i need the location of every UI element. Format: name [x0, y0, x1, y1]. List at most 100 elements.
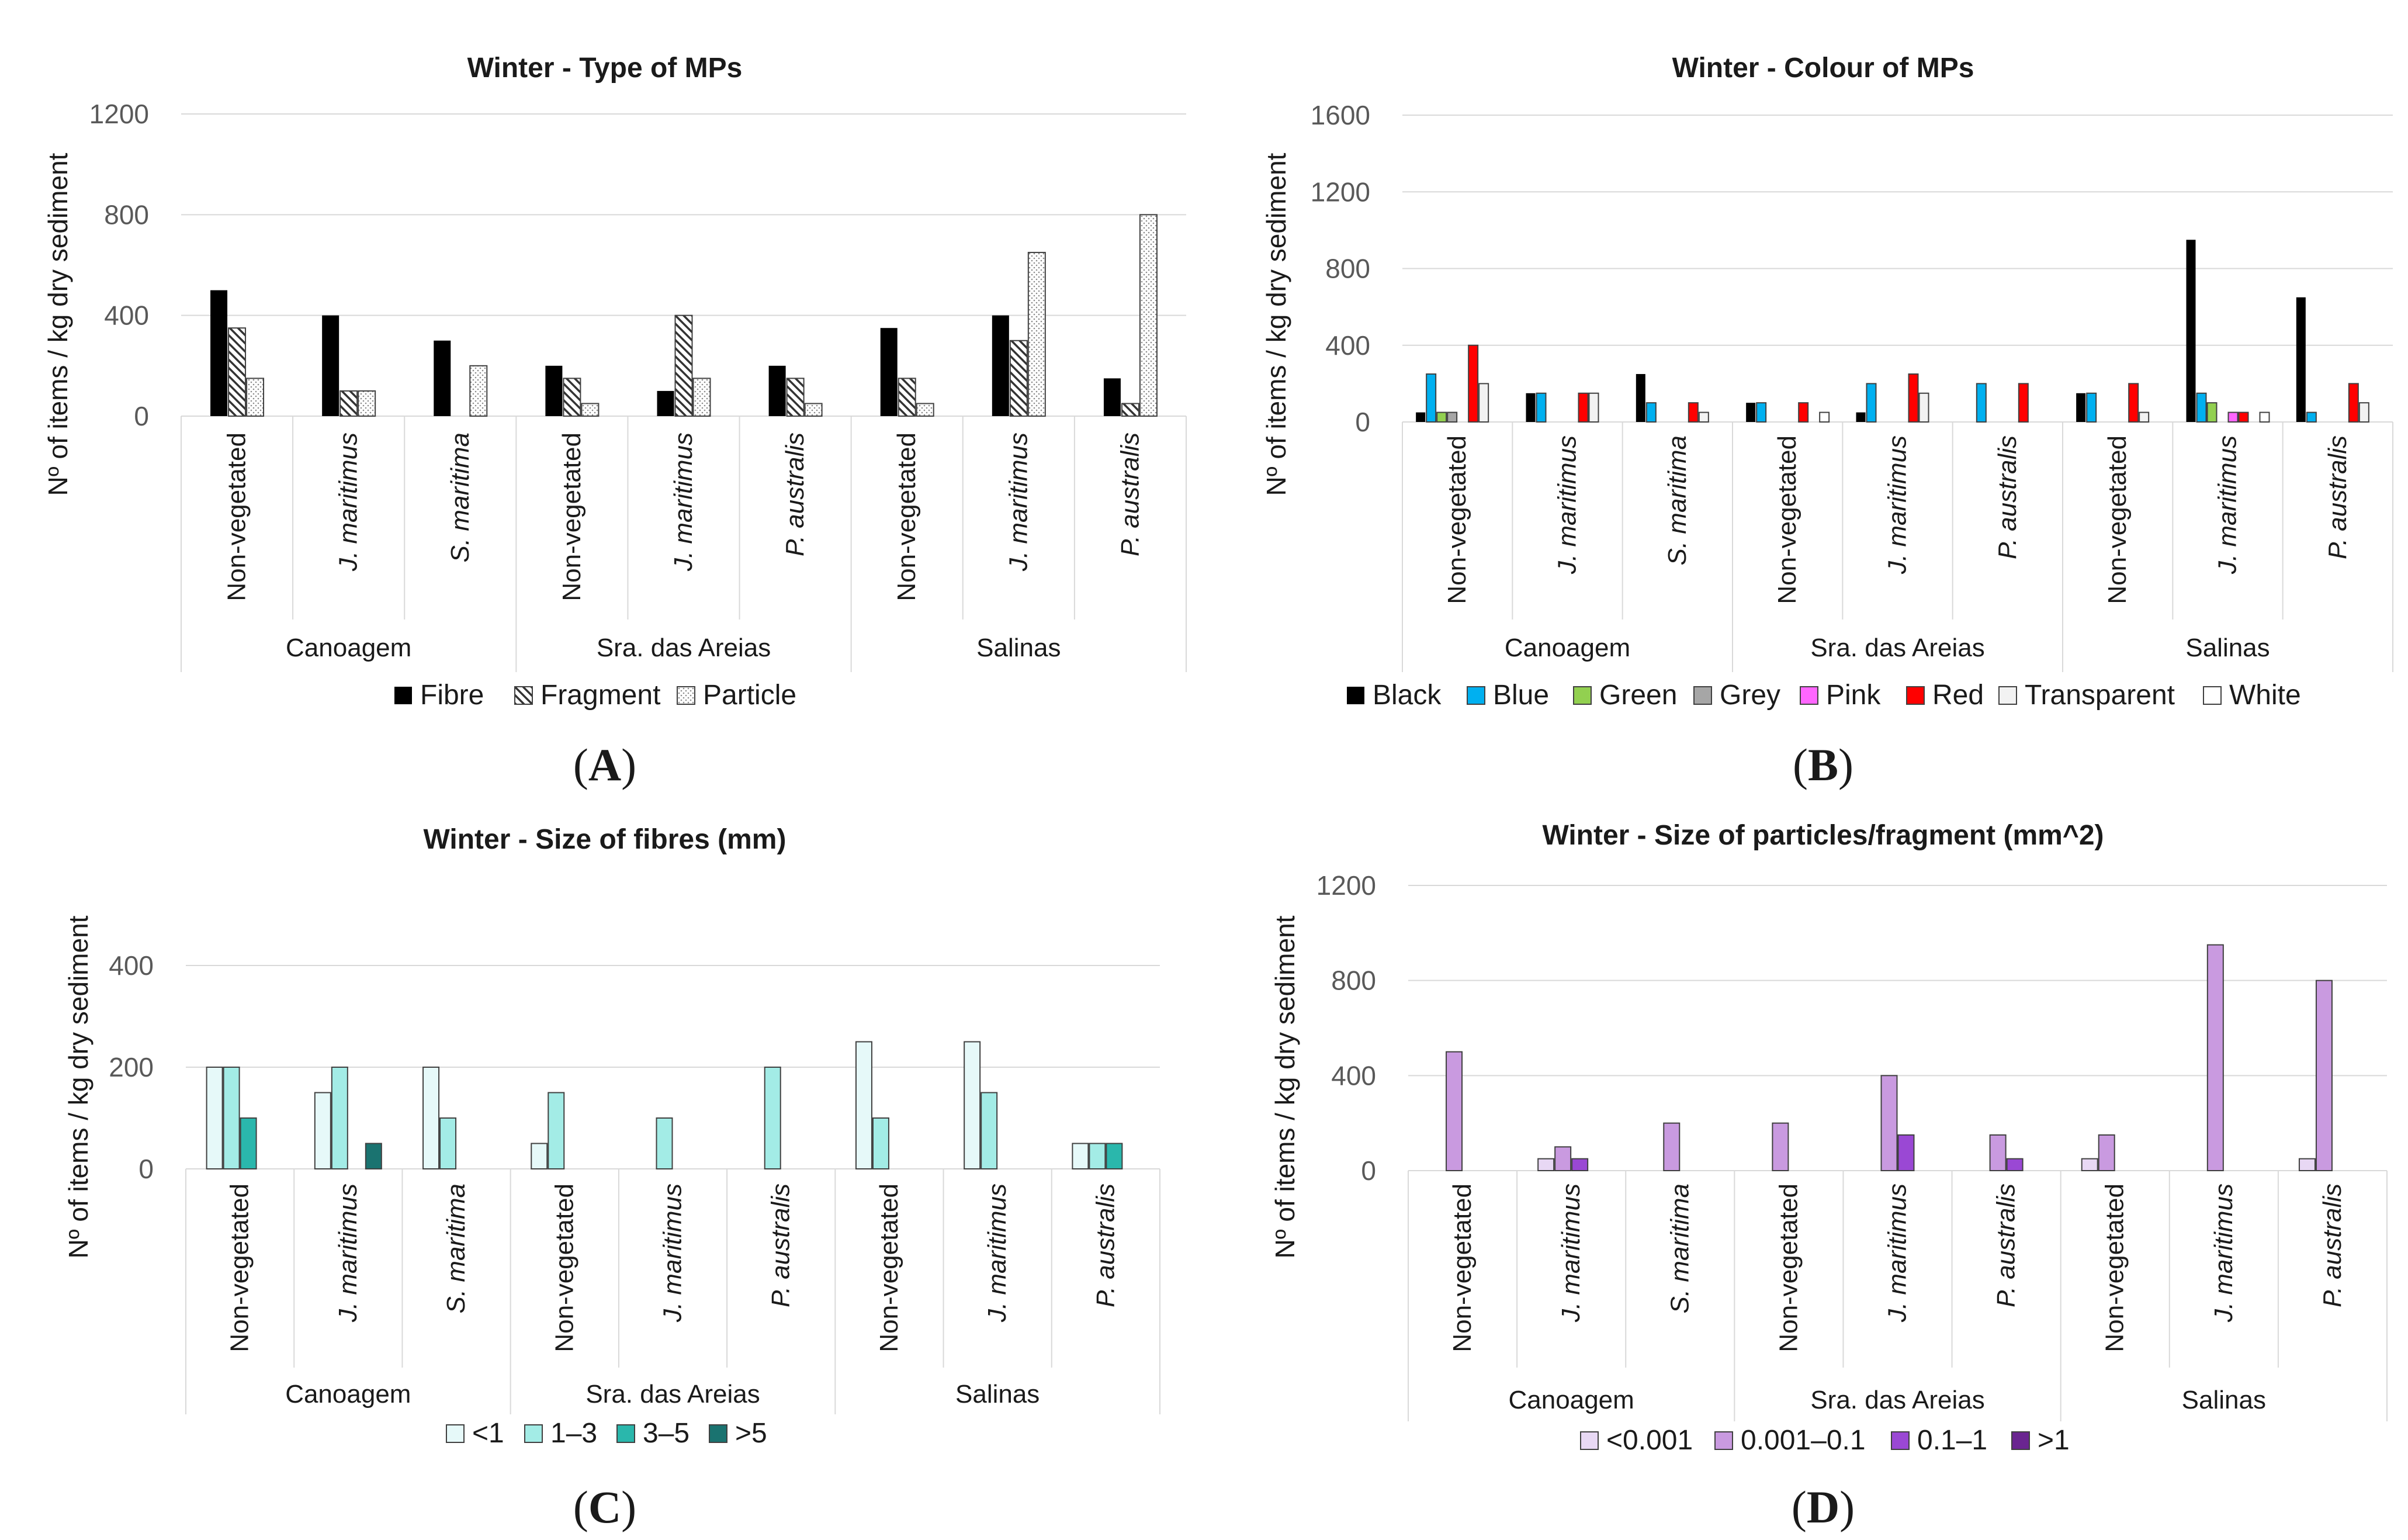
category-label: Non-vegetated	[1773, 435, 1801, 604]
y-axis-label: Nº of items / kg dry sediment	[63, 915, 93, 1258]
bar-1-3-1	[223, 1067, 240, 1169]
category-label: Non-vegetated	[2103, 435, 2132, 604]
y-tick-label: 0	[1355, 407, 1370, 437]
bar-particle-3	[469, 365, 488, 417]
bar-3-5-1	[240, 1117, 257, 1169]
bar-blue-7	[2086, 392, 2097, 423]
bar-black-3	[1636, 373, 1645, 422]
group-label: Canoagem	[1505, 634, 1630, 662]
legend: <0.001 0.001–0.1 0.1–1 >1	[1580, 1425, 2070, 1456]
bar-0-1-1-5	[1897, 1134, 1915, 1171]
category-label: Non-vegetated	[226, 1183, 254, 1352]
legend-swatch-5	[709, 1424, 727, 1443]
bar-1-9	[1072, 1143, 1089, 1169]
legend-label: Black	[1373, 680, 1442, 711]
group-label: Canoagem	[1509, 1386, 1634, 1414]
chart-panel-c: Winter - Size of fibres (mm) 0 200 400 Nº of…	[63, 824, 1160, 1532]
category-label: Non-vegetated	[892, 432, 921, 601]
bar-white-4	[1819, 411, 1830, 423]
bar-particle-5	[692, 378, 711, 417]
category-label: J. maritimus	[669, 432, 698, 572]
category-label: J. maritimus	[1883, 435, 1912, 575]
bar-1-3-8	[980, 1092, 998, 1169]
y-tick-label: 1200	[1316, 870, 1376, 901]
legend-swatch-fibre	[394, 687, 412, 704]
y-tick-label: 1200	[89, 99, 149, 129]
bar-red-5	[1908, 373, 1919, 423]
category-label: J. maritimus	[1557, 1183, 1585, 1323]
category-label: P. australis	[1992, 1183, 2021, 1307]
legend-swatch-transparent	[1998, 686, 2017, 705]
bar-fibre-1	[210, 290, 228, 416]
bar-fragment-5	[674, 314, 693, 417]
bar-0-001-2	[1537, 1158, 1555, 1171]
category-label: P. australis	[781, 432, 809, 556]
category-label: Non-vegetated	[223, 432, 251, 601]
y-axis-label: Nº of items / kg dry sediment	[1270, 915, 1300, 1258]
legend-swatch-0-001	[1580, 1431, 1599, 1450]
bar-0-001-0-1-7	[2098, 1134, 2115, 1171]
bar-0-001-9	[2298, 1158, 2316, 1171]
legend-label: Transparent	[2025, 680, 2175, 711]
panel-label: (A)	[573, 739, 636, 790]
category-label: J. maritimus	[2213, 435, 2242, 575]
bar-fibre-3	[434, 340, 451, 416]
bar-blue-5	[1866, 383, 1877, 423]
category-label: J. maritimus	[983, 1183, 1011, 1323]
legend-label: Red	[1932, 680, 1984, 711]
bar-fragment-6	[786, 378, 805, 417]
legend-swatch-green	[1573, 686, 1592, 705]
y-tick-label: 0	[134, 401, 149, 431]
bar-0-001-0-1-4	[1772, 1122, 1789, 1171]
bar-fragment-2	[339, 390, 358, 417]
bar-0-1-1-6	[2006, 1158, 2024, 1171]
legend-label: <1	[472, 1418, 504, 1449]
bar-1-1	[206, 1067, 223, 1169]
bar-1-3-7	[872, 1117, 889, 1169]
chart-title: Winter - Size of particles/fragment (mm^…	[1542, 820, 2104, 851]
bar-particle-8	[1027, 251, 1046, 417]
bar-black-7	[2076, 393, 2086, 422]
bar-fibre-5	[657, 390, 674, 416]
legend-swatch-0-1-1	[1891, 1431, 1910, 1450]
y-tick-label: 400	[1325, 330, 1370, 361]
legend-label: 0.001–0.1	[1741, 1425, 1866, 1456]
bar-particle-9	[1139, 214, 1158, 417]
bar-red-4	[1798, 402, 1809, 423]
panel-label: (B)	[1793, 739, 1853, 790]
bar-blue-9	[2306, 411, 2317, 423]
bar-0-001-7	[2081, 1158, 2098, 1171]
category-label: J. maritimus	[1883, 1183, 1912, 1323]
bar-particle-4	[581, 403, 600, 417]
chart-title: Winter - Size of fibres (mm)	[424, 824, 787, 855]
chart-title: Winter - Colour of MPs	[1672, 53, 1974, 84]
bar-1-8	[964, 1041, 981, 1169]
y-axis-label: Nº of items / kg dry sediment	[43, 153, 73, 496]
bar-1-4	[531, 1143, 548, 1169]
category-label: S. maritima	[1663, 435, 1692, 565]
bar-blue-8	[2196, 392, 2207, 423]
category-label: S. maritima	[442, 1183, 470, 1313]
bar-black-9	[2296, 297, 2306, 422]
y-tick-label: 800	[1325, 254, 1370, 284]
legend-label: 0.1–1	[1917, 1425, 1987, 1456]
category-label: J. maritimus	[659, 1183, 687, 1323]
legend-swatch-red	[1906, 686, 1925, 705]
legend-label: Fibre	[420, 680, 484, 711]
y-tick-label: 1200	[1311, 177, 1370, 207]
bar-transparent-9	[2358, 402, 2369, 423]
category-label: P. australis	[2323, 435, 2352, 559]
bar-0-001-0-1-5	[1880, 1075, 1898, 1172]
chart-panel-d: Winter - Size of particles/fragment (mm^…	[1270, 820, 2388, 1532]
bar-transparent-1	[1478, 383, 1489, 423]
bar-blue-4	[1756, 402, 1767, 423]
bar-fibre-4	[545, 365, 563, 416]
bar-particle-7	[916, 403, 934, 417]
chart-panel-b: Winter - Colour of MPs 0 400 800 1200 1600 Nº …	[1261, 53, 2393, 790]
bar-fragment-7	[898, 378, 916, 417]
category-label: J. maritimus	[1553, 435, 1582, 575]
bar-transparent-7	[2139, 411, 2150, 423]
bar-white-8	[2259, 411, 2270, 423]
group-label: Sra. das Areias	[585, 1380, 760, 1409]
y-tick-label: 400	[109, 950, 154, 981]
